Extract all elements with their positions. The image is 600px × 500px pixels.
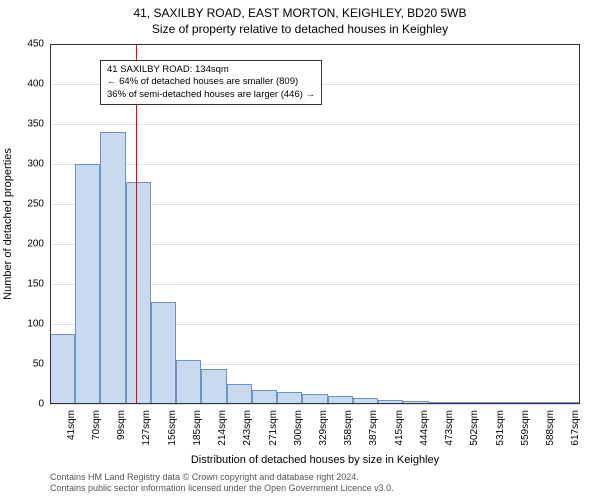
x-tick-label: 41sqm — [66, 410, 77, 440]
histogram-bar — [277, 392, 302, 404]
x-tick-label: 99sqm — [116, 410, 127, 440]
gridline — [50, 44, 580, 45]
footer-attribution: Contains HM Land Registry data © Crown c… — [50, 472, 394, 495]
y-tick-label: 50 — [33, 359, 44, 370]
x-axis-label: Distribution of detached houses by size … — [50, 454, 580, 466]
footer-line-1: Contains HM Land Registry data © Crown c… — [50, 472, 394, 483]
x-tick-label: 185sqm — [192, 410, 203, 446]
y-tick-label: 300 — [27, 159, 44, 170]
x-tick-label: 127sqm — [141, 410, 152, 446]
gridline — [50, 124, 580, 125]
chart-area: Number of detached properties 0501001502… — [50, 44, 580, 404]
y-tick-label: 350 — [27, 119, 44, 130]
histogram-bar — [126, 182, 151, 404]
x-tick-label: 300sqm — [293, 410, 304, 446]
x-tick-label: 415sqm — [394, 410, 405, 446]
histogram-bar — [100, 132, 125, 404]
histogram-bar — [50, 334, 75, 404]
x-tick-label: 243sqm — [242, 410, 253, 446]
annotation-line: 36% of semi-detached houses are larger (… — [107, 89, 315, 101]
title-line-2: Size of property relative to detached ho… — [0, 22, 600, 38]
histogram-bar — [530, 402, 555, 404]
x-tick-label: 502sqm — [469, 410, 480, 446]
y-tick-label: 450 — [27, 39, 44, 50]
x-tick-label: 329sqm — [318, 410, 329, 446]
histogram-bar — [302, 394, 327, 404]
y-tick-label: 400 — [27, 79, 44, 90]
chart-container: 41, SAXILBY ROAD, EAST MORTON, KEIGHLEY,… — [0, 0, 600, 500]
x-tick-label: 156sqm — [167, 410, 178, 446]
x-tick-label: 387sqm — [368, 410, 379, 446]
histogram-bar — [176, 360, 201, 404]
annotation-box: 41 SAXILBY ROAD: 134sqm← 64% of detached… — [100, 60, 322, 105]
annotation-line: ← 64% of detached houses are smaller (80… — [107, 76, 315, 88]
y-tick-label: 150 — [27, 279, 44, 290]
histogram-bar — [227, 384, 252, 404]
x-tick-label: 559sqm — [520, 410, 531, 446]
y-tick-label: 250 — [27, 199, 44, 210]
annotation-line: 41 SAXILBY ROAD: 134sqm — [107, 64, 315, 76]
histogram-bar — [328, 396, 353, 404]
x-tick-label: 444sqm — [419, 410, 430, 446]
histogram-bar — [252, 390, 277, 404]
x-tick-label: 473sqm — [444, 410, 455, 446]
histogram-bar — [429, 402, 454, 404]
y-tick-label: 100 — [27, 319, 44, 330]
histogram-bar — [555, 402, 580, 404]
histogram-bar — [201, 369, 226, 404]
x-tick-label: 358sqm — [343, 410, 354, 446]
histogram-bar — [454, 402, 479, 404]
y-axis-label: Number of detached properties — [2, 148, 14, 300]
plot-region: 05010015020025030035040045041sqm70sqm99s… — [50, 44, 580, 404]
x-tick-label: 531sqm — [495, 410, 506, 446]
footer-line-2: Contains public sector information licen… — [50, 483, 394, 494]
x-tick-label: 617sqm — [570, 410, 581, 446]
y-tick-label: 0 — [38, 399, 44, 410]
histogram-bar — [353, 398, 378, 404]
x-tick-label: 214sqm — [217, 410, 228, 446]
gridline — [50, 404, 580, 405]
histogram-bar — [479, 402, 504, 404]
title-block: 41, SAXILBY ROAD, EAST MORTON, KEIGHLEY,… — [0, 0, 600, 37]
gridline — [50, 164, 580, 165]
y-tick-label: 200 — [27, 239, 44, 250]
x-tick-label: 588sqm — [545, 410, 556, 446]
title-line-1: 41, SAXILBY ROAD, EAST MORTON, KEIGHLEY,… — [0, 6, 600, 22]
x-tick-label: 70sqm — [91, 410, 102, 440]
histogram-bar — [75, 164, 100, 404]
x-tick-label: 271sqm — [268, 410, 279, 446]
histogram-bar — [403, 401, 428, 404]
histogram-bar — [151, 302, 176, 404]
histogram-bar — [504, 402, 529, 404]
histogram-bar — [378, 400, 403, 404]
